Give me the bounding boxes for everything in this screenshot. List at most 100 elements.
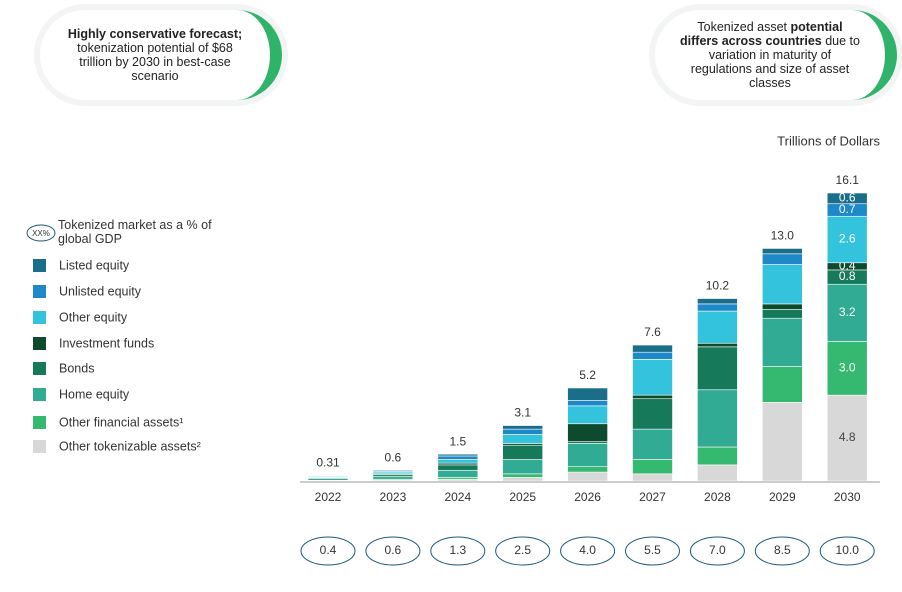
bar-segment xyxy=(567,387,608,401)
legend-gdp-text: Tokenized market as a % of global GDP xyxy=(58,218,212,246)
bar-segment xyxy=(826,192,868,205)
bar-segment xyxy=(826,341,868,396)
x-tick-label: 2024 xyxy=(444,490,471,504)
segment-label: 0.6 xyxy=(839,191,856,205)
bar-segment xyxy=(761,401,803,482)
callout-segment: Highly conservative forecast; xyxy=(67,27,243,41)
gdp-label: 0.4 xyxy=(320,543,337,557)
segment-label: 3.0 xyxy=(839,360,856,374)
x-tick-label: 2023 xyxy=(380,490,407,504)
gdp-label: 4.0 xyxy=(579,543,596,557)
bar-segment xyxy=(761,317,803,367)
gdp-label: 2.5 xyxy=(514,543,531,557)
bar-segment xyxy=(697,310,738,344)
gdp-oval xyxy=(754,536,810,566)
bar-segment xyxy=(502,444,544,460)
legend-swatch xyxy=(33,416,46,429)
gdp-oval xyxy=(689,536,745,566)
callout-segment: Tokenized asset xyxy=(697,20,791,34)
bar-segment xyxy=(632,351,673,360)
legend-swatch xyxy=(33,285,46,298)
bar-segment xyxy=(697,303,738,312)
total-label: 3.1 xyxy=(514,406,531,420)
legend-label: Listed equity xyxy=(59,258,130,272)
gdp-label: 8.5 xyxy=(774,543,791,557)
bar-segment xyxy=(761,303,803,310)
legend-swatch xyxy=(33,259,46,272)
legend-badge-text: XX% xyxy=(32,229,50,238)
bar-segment xyxy=(697,298,738,305)
segment-label: 4.8 xyxy=(839,430,856,444)
bar-segment xyxy=(567,423,608,442)
bar-segment xyxy=(697,342,738,348)
legend-label: Other financial assets¹ xyxy=(59,415,183,429)
callout: Tokenized asset potential differs across… xyxy=(655,10,897,100)
legend-label: Unlisted equity xyxy=(59,284,142,298)
bar-segment xyxy=(502,477,544,482)
bar-segment xyxy=(437,453,479,457)
bar-segment xyxy=(632,344,673,353)
bar-segment xyxy=(502,459,544,475)
segment-label: 0.8 xyxy=(839,269,856,283)
legend-label: Bonds xyxy=(59,361,94,375)
gdp-label: 0.6 xyxy=(385,543,402,557)
legend-gdp: Tokenized market as a % of global GDP xyxy=(58,218,212,246)
bar-segment xyxy=(761,253,803,265)
bar-segment xyxy=(826,283,868,342)
bar-segment xyxy=(307,475,349,477)
total-label: 0.6 xyxy=(385,450,402,464)
legend-label: Other tokenizable assets² xyxy=(59,439,201,453)
bar-segment xyxy=(502,425,544,430)
legend-label: Other equity xyxy=(59,310,128,324)
callout-segment: potential differs across countries xyxy=(680,20,843,48)
bar-segment xyxy=(567,405,608,425)
segment-label: 0.7 xyxy=(839,202,856,216)
x-tick-label: 2030 xyxy=(834,490,861,504)
bar-segment xyxy=(632,473,673,482)
total-label: 10.2 xyxy=(706,279,730,293)
gdp-oval xyxy=(495,536,551,566)
gdp-oval xyxy=(625,536,680,566)
x-tick-label: 2025 xyxy=(509,490,536,504)
legend-badge xyxy=(26,224,56,242)
bar-segment xyxy=(437,464,479,471)
bar-segment xyxy=(697,346,738,391)
total-label: 13.0 xyxy=(771,229,795,243)
bar-segment xyxy=(697,446,738,466)
total-label: 7.6 xyxy=(644,325,661,339)
total-label: 16.1 xyxy=(836,173,860,187)
x-tick-label: 2022 xyxy=(315,490,342,504)
x-tick-label: 2026 xyxy=(574,490,601,504)
callout-segment: due to variation in maturity of regulati… xyxy=(690,34,860,90)
gdp-oval xyxy=(300,536,356,566)
bar-segment xyxy=(632,394,673,400)
bar-segment xyxy=(697,389,738,448)
bar-segment xyxy=(372,476,414,480)
gdp-oval xyxy=(819,536,875,566)
bar-segment xyxy=(761,248,803,255)
legend-swatch xyxy=(33,311,46,324)
callout-segment: tokenization potential of $68 trillion b… xyxy=(77,41,233,83)
x-tick-label: 2027 xyxy=(639,490,666,504)
bar-segment xyxy=(437,455,479,460)
bar-segment xyxy=(567,471,608,482)
unit-label: Trillions of Dollars xyxy=(777,133,880,148)
gdp-label: 7.0 xyxy=(709,543,726,557)
gdp-oval xyxy=(560,536,616,566)
bar-segment xyxy=(632,359,673,396)
gdp-oval xyxy=(365,536,421,566)
gdp-label: 5.5 xyxy=(644,543,661,557)
bar-segment xyxy=(567,466,608,473)
bar-segment xyxy=(761,308,803,319)
bar-segment xyxy=(437,469,479,478)
bar-segment xyxy=(632,459,673,475)
bar-segment xyxy=(826,215,868,264)
bar-segment xyxy=(761,264,803,305)
x-tick-label: 2029 xyxy=(769,490,796,504)
gdp-oval xyxy=(430,536,486,566)
callout-text: Tokenized asset potential differs across… xyxy=(679,20,861,90)
bar-segment xyxy=(502,473,544,478)
segment-label: 2.6 xyxy=(839,232,856,246)
bar-segment xyxy=(502,428,544,435)
